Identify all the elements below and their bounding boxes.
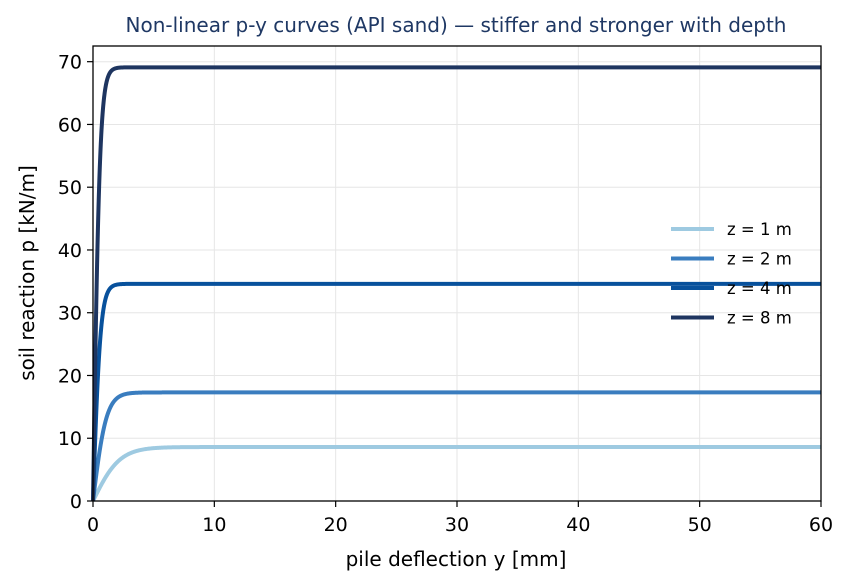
series-line-1 — [91, 445, 821, 503]
legend-label: z = 8 m — [727, 309, 792, 328]
x-tick-label: 0 — [87, 514, 99, 536]
legend-label: z = 1 m — [727, 220, 792, 239]
y-tick-label: 20 — [58, 365, 82, 387]
x-tick-label: 50 — [688, 514, 712, 536]
y-tick-label: 0 — [70, 491, 82, 513]
chart-title: Non-linear p-y curves (API sand) — stiff… — [126, 13, 787, 37]
series-line-4 — [91, 65, 821, 503]
y-tick-label: 40 — [58, 240, 82, 262]
series-line-2 — [91, 390, 821, 503]
grid — [92, 46, 822, 502]
legend: z = 1 m z = 2 m z = 4 m z = 8 m — [671, 220, 792, 328]
y-tick-label: 60 — [58, 114, 82, 136]
y-tick-label: 70 — [58, 52, 82, 74]
legend-label: z = 2 m — [727, 250, 792, 269]
y-tick-label: 50 — [58, 177, 82, 199]
x-tick-label: 20 — [324, 514, 348, 536]
x-tick-label: 40 — [566, 514, 590, 536]
x-tick-label: 10 — [202, 514, 226, 536]
y-axis: 0 10 20 30 40 50 60 70 — [58, 52, 93, 513]
x-tick-label: 60 — [809, 514, 833, 536]
y-tick-label: 30 — [58, 303, 82, 325]
series-line-3 — [91, 281, 821, 503]
x-axis: 0 10 20 30 40 50 60 — [87, 501, 833, 536]
y-tick-label: 10 — [58, 428, 82, 450]
x-axis-label: pile deflection y [mm] — [346, 547, 567, 571]
y-axis-label: soil reaction p [kN/m] — [15, 165, 39, 381]
x-tick-label: 30 — [445, 514, 469, 536]
legend-label: z = 4 m — [727, 279, 792, 298]
series-lines — [91, 65, 821, 503]
